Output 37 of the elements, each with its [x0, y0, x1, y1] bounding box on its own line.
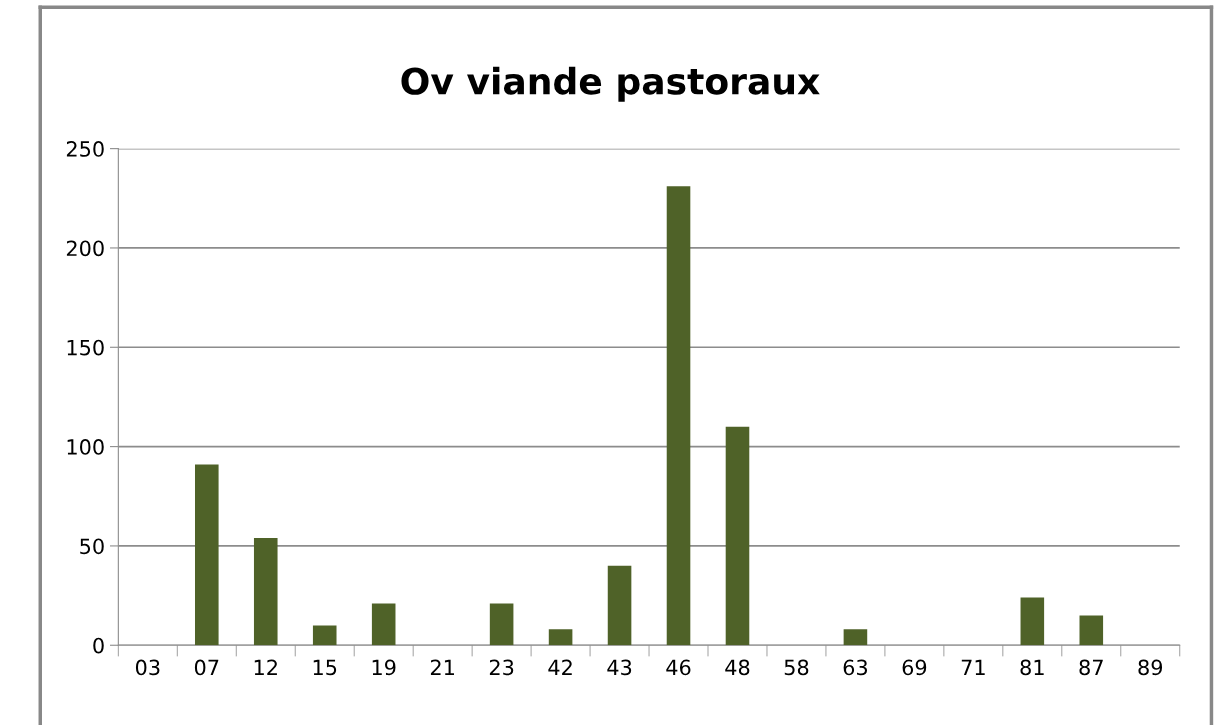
x-tick-label: 43 — [607, 659, 632, 676]
y-tick-label: 0 — [93, 637, 104, 654]
x-tick-label: 23 — [489, 659, 514, 676]
y-tick-label: 200 — [66, 240, 104, 257]
bar — [843, 629, 868, 646]
bar — [312, 625, 337, 646]
x-tick-label: 63 — [843, 659, 868, 676]
bar — [489, 603, 514, 646]
x-tick-label: 89 — [1138, 659, 1163, 676]
x-tick-label: 42 — [548, 659, 572, 675]
chart-title: Ov viande pastoraux — [401, 66, 820, 102]
bar — [371, 603, 396, 646]
x-tick-label: 46 — [666, 659, 691, 676]
y-tick-label: 150 — [67, 339, 104, 356]
x-tick-label: 58 — [784, 659, 809, 676]
x-tick-label: 69 — [902, 659, 927, 676]
bar — [1079, 615, 1104, 646]
y-tick-label: 50 — [80, 538, 104, 555]
x-tick-label: 81 — [1020, 659, 1044, 676]
bar — [607, 565, 632, 646]
bar — [1020, 597, 1045, 646]
x-tick-label: 12 — [254, 659, 277, 675]
x-tick-label: 19 — [372, 659, 396, 676]
bar — [253, 537, 278, 646]
y-tick-label: 100 — [67, 439, 104, 455]
x-tick-label: 21 — [430, 659, 454, 675]
bar — [548, 629, 573, 646]
bar — [666, 186, 691, 646]
x-tick-label: 03 — [135, 659, 160, 676]
x-tick-label: 07 — [194, 659, 219, 676]
y-tick-label: 250 — [66, 141, 104, 157]
x-tick-label: 48 — [725, 659, 750, 676]
x-tick-label: 15 — [313, 659, 337, 676]
x-tick-label: 87 — [1079, 659, 1103, 676]
bar — [195, 464, 219, 646]
x-tick-label: 71 — [961, 659, 985, 675]
bar — [725, 426, 750, 646]
